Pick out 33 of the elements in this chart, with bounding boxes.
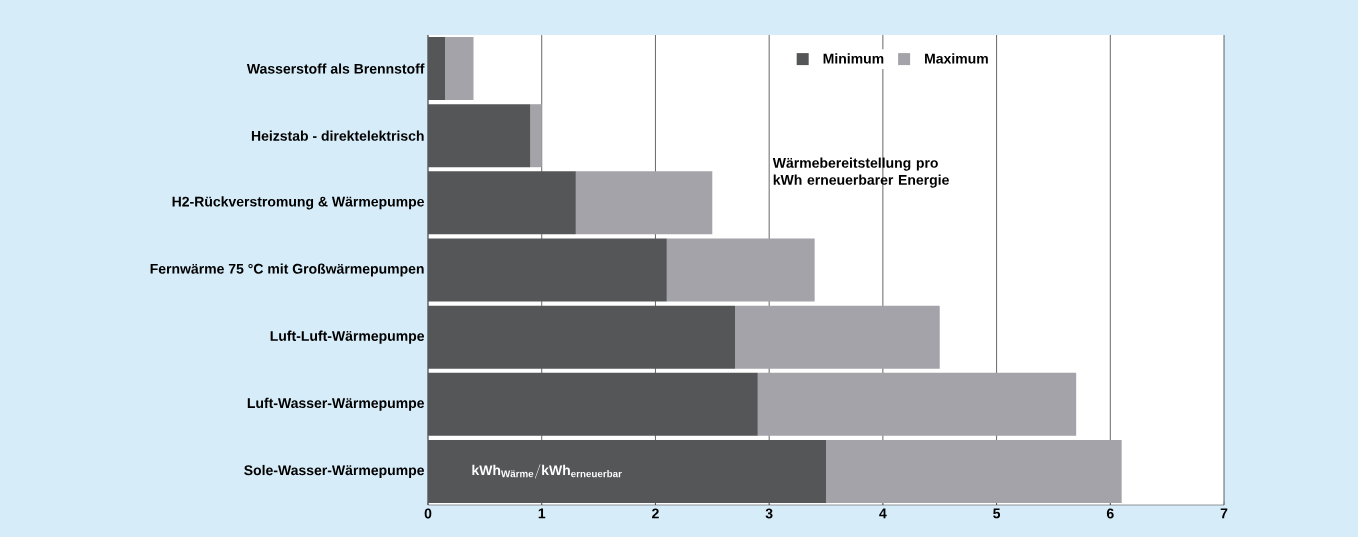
y-tick-label: H2-Rückverstromung & Wärmepumpe [172, 196, 424, 210]
bar [757, 372, 1077, 436]
legend-label: Minimum [823, 53, 884, 64]
bar [445, 37, 474, 101]
x-tick-label: 4 [879, 508, 887, 519]
x-tick-label: 7 [1220, 508, 1228, 519]
x-tick-label: 0 [424, 508, 432, 519]
bar [826, 439, 1122, 503]
bar [428, 37, 446, 101]
annotation: $\text{kWh}_{\text{Wärme}}/\text{kWh}_{\text{erneuerbar}}$ [472, 464, 622, 479]
y-tick-label: Fernwärme 75 °C mit Großwärmepumpen [150, 263, 424, 277]
bar [428, 305, 736, 369]
bar [428, 238, 667, 302]
x-tick-label: 2 [652, 508, 659, 519]
y-tick-label: Luft-Wasser-Wärmepumpe [247, 397, 425, 411]
bar [428, 104, 531, 168]
y-tick-label: Heizstab - direktelektrisch [251, 130, 424, 141]
bar [575, 171, 713, 235]
y-tick-label: Sole-Wasser-Wärmepumpe [244, 464, 425, 478]
x-tick-label: 3 [765, 508, 773, 519]
bar [666, 238, 815, 302]
x-tick-label: 5 [993, 508, 1001, 519]
bar [428, 171, 576, 235]
y-tick-label: Wasserstoff als Brennstoff [246, 63, 425, 74]
bar [428, 372, 758, 436]
bar [735, 305, 940, 369]
x-tick-label: 1 [538, 508, 546, 519]
bar [530, 104, 542, 168]
annotation: Wärmebereitstellung pro kWh erneuerbarer Energie [772, 157, 949, 188]
bar [428, 439, 827, 503]
x-tick-label: 6 [1106, 508, 1114, 519]
y-tick-label: Luft-Luft-Wärmepumpe [270, 330, 425, 344]
legend-label: Maximum [925, 53, 988, 64]
